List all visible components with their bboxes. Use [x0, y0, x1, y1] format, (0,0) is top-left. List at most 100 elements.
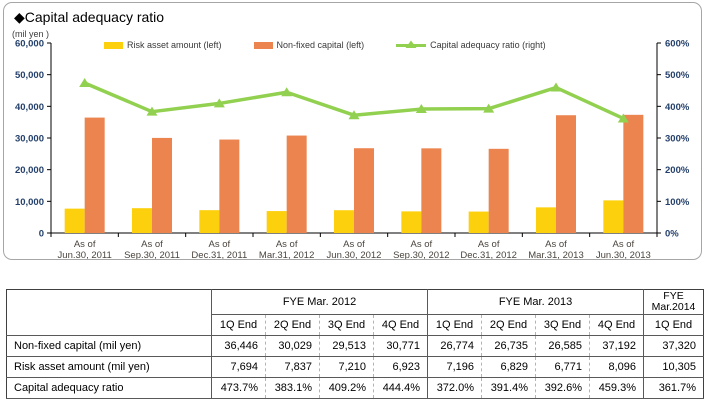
value-cell: 10,305: [643, 356, 704, 379]
bar: [421, 148, 442, 233]
right-axis-ticks: 0% 100% 200% 300% 400% 500% 600%: [657, 39, 690, 240]
quarter-header: 2Q End: [265, 314, 320, 337]
bar: [536, 207, 556, 233]
value-cell: 8,096: [589, 356, 644, 379]
svg-text:As of: As of: [74, 239, 96, 250]
value-cell: 7,694: [211, 356, 266, 379]
bar: [334, 210, 354, 233]
line-swatch-icon: [396, 40, 427, 50]
bar: [468, 211, 489, 233]
quarter-header: 3Q End: [319, 314, 374, 337]
bar: [152, 137, 172, 233]
bar: [84, 117, 105, 233]
svg-text:20,000: 20,000: [15, 165, 44, 176]
bar: [623, 114, 644, 233]
svg-text:Jun.30, 2011: Jun.30, 2011: [58, 250, 112, 259]
value-cell: 30,771: [373, 335, 428, 358]
line-marker: [146, 106, 158, 116]
col-group-header: FYE Mar. 2013: [427, 289, 644, 316]
svg-text:As of: As of: [411, 239, 433, 250]
value-cell: 6,771: [535, 356, 590, 379]
value-cell: 26,774: [427, 335, 482, 358]
value-cell: 26,735: [481, 335, 536, 358]
quarter-header: 1Q End: [211, 314, 266, 337]
svg-text:30,000: 30,000: [15, 134, 44, 145]
svg-text:500%: 500%: [665, 70, 690, 81]
value-cell: 29,513: [319, 335, 374, 358]
value-cell: 361.7%: [643, 377, 704, 400]
line-marker: [617, 113, 629, 123]
svg-text:As of: As of: [545, 239, 567, 250]
svg-text:Sep.30, 2012: Sep.30, 2012: [393, 250, 450, 259]
svg-text:Jun.30, 2013: Jun.30, 2013: [596, 250, 651, 259]
line-marker: [483, 103, 495, 113]
svg-text:60,000: 60,000: [15, 39, 44, 50]
legend-item-capital-adequacy-ratio: Capital adequacy ratio (right): [396, 40, 546, 50]
bar: [556, 115, 576, 233]
bar: [132, 208, 152, 233]
legend-label: Risk asset amount (left): [127, 40, 222, 50]
bar: [199, 210, 220, 233]
svg-text:Mar.31, 2013: Mar.31, 2013: [528, 250, 583, 259]
bar-series-1: [84, 114, 644, 233]
table-row: Non-fixed capital (mil yen) 36,446 30,029 2…: [6, 335, 704, 358]
svg-text:200%: 200%: [665, 165, 690, 176]
value-cell: 37,192: [589, 335, 644, 358]
quarter-header: 1Q End: [427, 314, 482, 337]
row-label: Capital adequacy ratio: [6, 377, 212, 400]
svg-text:As of: As of: [141, 239, 163, 250]
table-row: Capital adequacy ratio 473.7% 383.1% 409.2%…: [6, 377, 704, 400]
svg-text:600%: 600%: [665, 39, 690, 50]
legend-label: Capital adequacy ratio (right): [430, 40, 546, 50]
bar-series-0: [64, 200, 624, 233]
col-group-header: FYE Mar.2014: [643, 289, 704, 316]
line-marker: [79, 77, 91, 87]
chart-legend: Risk asset amount (left) Non-fixed capit…: [104, 40, 546, 50]
svg-text:50,000: 50,000: [15, 70, 44, 81]
svg-text:As of: As of: [478, 239, 500, 250]
svg-text:Jun.30, 2012: Jun.30, 2012: [327, 250, 382, 259]
value-cell: 444.4%: [373, 377, 428, 400]
capital-adequacy-data-table: FYE Mar. 2012 FYE Mar. 2013 FYE Mar.2014 1Q …: [6, 289, 704, 400]
bar: [286, 135, 307, 233]
value-cell: 6,923: [373, 356, 428, 379]
line-marker: [348, 110, 360, 120]
left-axis-ticks: 0 10,000 20,000 30,000 40,000 50,000 60,000: [15, 39, 51, 240]
value-cell: 6,829: [481, 356, 536, 379]
value-cell: 459.3%: [589, 377, 644, 400]
svg-text:0%: 0%: [665, 229, 679, 240]
svg-text:As of: As of: [613, 239, 635, 250]
bar: [219, 139, 240, 233]
line-marker: [550, 82, 562, 92]
row-label: Non-fixed capital (mil yen): [6, 335, 212, 358]
legend-item-non-fixed-capital: Non-fixed capital (left): [253, 40, 364, 50]
bar: [603, 200, 624, 233]
line-series: [79, 77, 629, 123]
bar-swatch-icon: [253, 41, 273, 49]
value-cell: 383.1%: [265, 377, 320, 400]
quarter-header: 1Q End: [643, 314, 704, 337]
axis-unit-label: (mil yen ): [12, 29, 50, 39]
bar: [488, 148, 509, 233]
svg-text:400%: 400%: [665, 102, 690, 113]
svg-text:As of: As of: [343, 239, 365, 250]
chart-title: ◆Capital adequacy ratio: [14, 9, 165, 25]
quarter-header: 3Q End: [535, 314, 590, 337]
bar: [401, 211, 422, 233]
combo-chart-plot: 0 10,000 20,000 30,000 40,000 50,000 60,000 0% 1…: [15, 39, 690, 260]
value-cell: 392.6%: [535, 377, 590, 400]
line-marker: [281, 87, 293, 97]
svg-text:As of: As of: [209, 239, 231, 250]
value-cell: 372.0%: [427, 377, 482, 400]
value-cell: 37,320: [643, 335, 704, 358]
quarter-header: 4Q End: [589, 314, 644, 337]
value-cell: 26,585: [535, 335, 590, 358]
capital-adequacy-chart-panel: 0 10,000 20,000 30,000 40,000 50,000 60,000 0% 1…: [3, 2, 702, 260]
value-cell: 473.7%: [211, 377, 266, 400]
bar: [266, 211, 287, 233]
corner-cell: [6, 289, 212, 337]
svg-text:40,000: 40,000: [15, 102, 44, 113]
svg-text:300%: 300%: [665, 134, 690, 145]
svg-text:As of: As of: [276, 239, 298, 250]
value-cell: 7,837: [265, 356, 320, 379]
